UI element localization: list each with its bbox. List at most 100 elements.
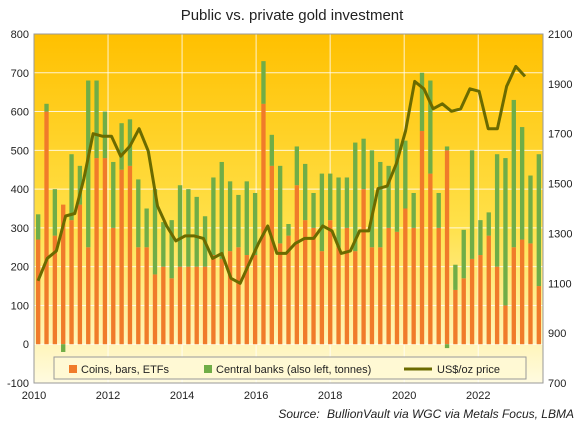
bar-central — [286, 224, 291, 236]
bar-private — [294, 185, 300, 345]
bar-central — [127, 119, 133, 166]
bar-private — [319, 251, 325, 345]
y-axis-right-ticks: 700 900 1100 1300 1500 1700 1900 2100 — [548, 29, 572, 390]
bar-central — [386, 165, 391, 228]
bar-private — [444, 150, 450, 345]
y-right-tick-label: 1300 — [548, 228, 572, 240]
y-left-tick-label: 100 — [11, 300, 29, 312]
bar-private — [86, 247, 91, 345]
bar-central — [519, 127, 525, 240]
bar-private — [494, 266, 500, 345]
bar-central — [211, 177, 216, 256]
y-right-tick-label: 1500 — [548, 179, 572, 191]
bar-central — [169, 220, 174, 279]
bar-central — [319, 173, 325, 252]
bar-central — [219, 161, 224, 259]
bar-central — [444, 146, 450, 151]
bar-central — [353, 142, 358, 252]
bar-private — [511, 247, 516, 345]
bar-central — [528, 175, 533, 244]
bar-private — [152, 274, 158, 345]
bar-private — [469, 258, 475, 345]
bar-central — [94, 80, 99, 159]
bar-central — [261, 61, 266, 104]
bar-central — [236, 194, 241, 248]
chart-title: Public vs. private gold investment — [181, 7, 404, 24]
bar-private — [119, 169, 124, 345]
bar-central — [461, 229, 466, 279]
x-tick-label: 2012 — [96, 390, 120, 402]
bar-central — [311, 192, 316, 228]
bar-private — [169, 278, 174, 345]
bar-central — [344, 177, 350, 228]
y-right-tick-label: 1900 — [548, 79, 572, 91]
bar-private — [428, 173, 433, 345]
bar-private — [436, 227, 441, 345]
bar-central — [36, 214, 41, 240]
bar-central — [244, 181, 249, 256]
y-left-tick-label: 300 — [11, 223, 29, 235]
legend: Coins, bars, ETFs Central banks (also le… — [53, 356, 527, 380]
bar-private — [52, 235, 58, 345]
legend-swatch-central — [204, 365, 212, 373]
bar-private — [61, 204, 66, 345]
bar-private — [177, 266, 183, 345]
legend-box — [53, 356, 527, 380]
bar-private — [252, 255, 258, 345]
bar-central — [144, 208, 149, 248]
bar-private — [44, 111, 49, 345]
y-left-tick-label: 700 — [11, 68, 29, 80]
bar-private — [127, 165, 133, 345]
bar-central — [111, 161, 116, 228]
bar-central — [161, 222, 166, 267]
bar-private — [102, 158, 108, 345]
bar-private — [486, 235, 491, 345]
bar-central — [77, 165, 83, 205]
bar-central — [336, 177, 341, 248]
y-right-tick-label: 1100 — [548, 278, 572, 290]
bar-private — [77, 204, 83, 345]
y-right-tick-label: 1700 — [548, 129, 572, 141]
bar-central — [378, 161, 383, 248]
bar-central — [227, 181, 233, 252]
bar-central — [294, 146, 300, 186]
bar-private — [519, 239, 525, 345]
x-tick-label: 2010 — [22, 390, 46, 402]
bar-private — [419, 130, 425, 345]
bar-central — [503, 158, 508, 306]
bar-central — [136, 179, 141, 248]
y-left-tick-label: 600 — [11, 107, 29, 119]
x-tick-label: 2020 — [392, 390, 416, 402]
bar-central-negative — [61, 344, 66, 352]
source-label: Source: — [278, 407, 319, 421]
legend-label-price: US$/oz price — [437, 364, 500, 376]
bar-central — [52, 189, 58, 236]
bar-private — [211, 255, 216, 345]
bar-private — [69, 220, 74, 345]
bar-central — [44, 103, 49, 112]
bar-private — [261, 103, 266, 345]
bar-private — [303, 220, 308, 345]
x-tick-label: 2016 — [244, 390, 268, 402]
bar-private — [361, 189, 366, 345]
bar-private — [136, 247, 141, 345]
bar-private — [344, 227, 350, 345]
bar-private — [536, 286, 541, 345]
legend-label-private: Coins, bars, ETFs — [81, 364, 170, 376]
y-left-tick-label: 0 — [23, 339, 29, 351]
bar-central — [494, 154, 500, 267]
y-axis-left-ticks: -100 0 100 200 300 400 500 600 700 800 — [7, 29, 29, 390]
bar-central — [453, 264, 458, 290]
bar-private — [528, 243, 533, 345]
bar-central — [186, 189, 191, 267]
x-tick-label: 2022 — [466, 390, 490, 402]
bar-private — [244, 255, 249, 345]
y-left-tick-label: 800 — [11, 29, 29, 41]
bar-private — [453, 289, 458, 345]
bar-central — [303, 163, 308, 221]
bar-private — [328, 220, 333, 345]
bar-private — [369, 247, 375, 345]
price-line — [36, 64, 527, 285]
bar-private — [36, 239, 41, 345]
